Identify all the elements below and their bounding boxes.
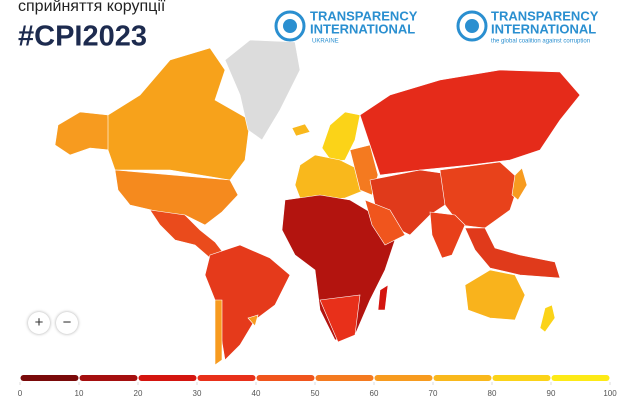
chile-uruguay (214, 299, 259, 366)
logo-tagline: UKRAINE (312, 39, 339, 45)
legend-segment (79, 375, 138, 381)
greenland (224, 39, 301, 141)
legend-tick-label: 30 (193, 389, 202, 398)
zoom-in[interactable]: + (28, 312, 50, 334)
china (439, 161, 521, 229)
india (429, 211, 466, 259)
legend-segment (138, 375, 197, 381)
legend-tick-label: 0 (18, 389, 23, 398)
world-map (54, 39, 581, 366)
madagascar (377, 284, 389, 311)
legend-tick-label: 20 (134, 389, 143, 398)
usa (114, 169, 239, 226)
legend-tick-label: 10 (75, 389, 84, 398)
logo-line1: TRANSPARENCY (491, 8, 599, 23)
legend-tick-label: 50 (311, 389, 320, 398)
australia (464, 269, 526, 321)
legend-tick-label: 40 (252, 389, 261, 398)
southern-africa (319, 294, 361, 343)
hashtag: #CPI2023 (18, 21, 147, 53)
logo-tagline: the global coalition against corruption (491, 39, 590, 45)
legend-segment (374, 375, 433, 381)
title: сприйняття корупції (18, 0, 166, 15)
legend-segment (551, 375, 610, 381)
legend-tick-label: 60 (370, 389, 379, 398)
legend-segment (433, 375, 492, 381)
logo-global: TRANSPARENCY INTERNATIONAL the global co… (456, 8, 599, 45)
africa (281, 194, 396, 341)
legend-segment (492, 375, 551, 381)
logo-icon-core (465, 19, 479, 33)
legend-segment (256, 375, 315, 381)
southeast-asia (464, 227, 561, 279)
alaska (54, 111, 111, 156)
iceland (291, 123, 311, 137)
legend-tick-label: 70 (429, 389, 438, 398)
logo-line2: INTERNATIONAL (310, 21, 415, 36)
legend-tick-label: 90 (547, 389, 556, 398)
legend-tick-label: 80 (488, 389, 497, 398)
legend-tick-label: 100 (603, 389, 617, 398)
logo-icon-core (283, 19, 297, 33)
russia (359, 69, 581, 176)
logo-ukraine: TRANSPARENCY INTERNATIONAL UKRAINE (274, 8, 418, 45)
canada (107, 47, 251, 181)
logo-line1: TRANSPARENCY (310, 8, 418, 23)
legend-segment (197, 375, 256, 381)
zoom-out[interactable]: − (56, 312, 78, 334)
south-america (204, 244, 291, 361)
legend-segment (315, 375, 374, 381)
new-zealand (539, 304, 556, 333)
japan (511, 167, 528, 201)
arabia (364, 199, 406, 246)
logo-line2: INTERNATIONAL (491, 21, 596, 36)
legend-segment (20, 375, 79, 381)
